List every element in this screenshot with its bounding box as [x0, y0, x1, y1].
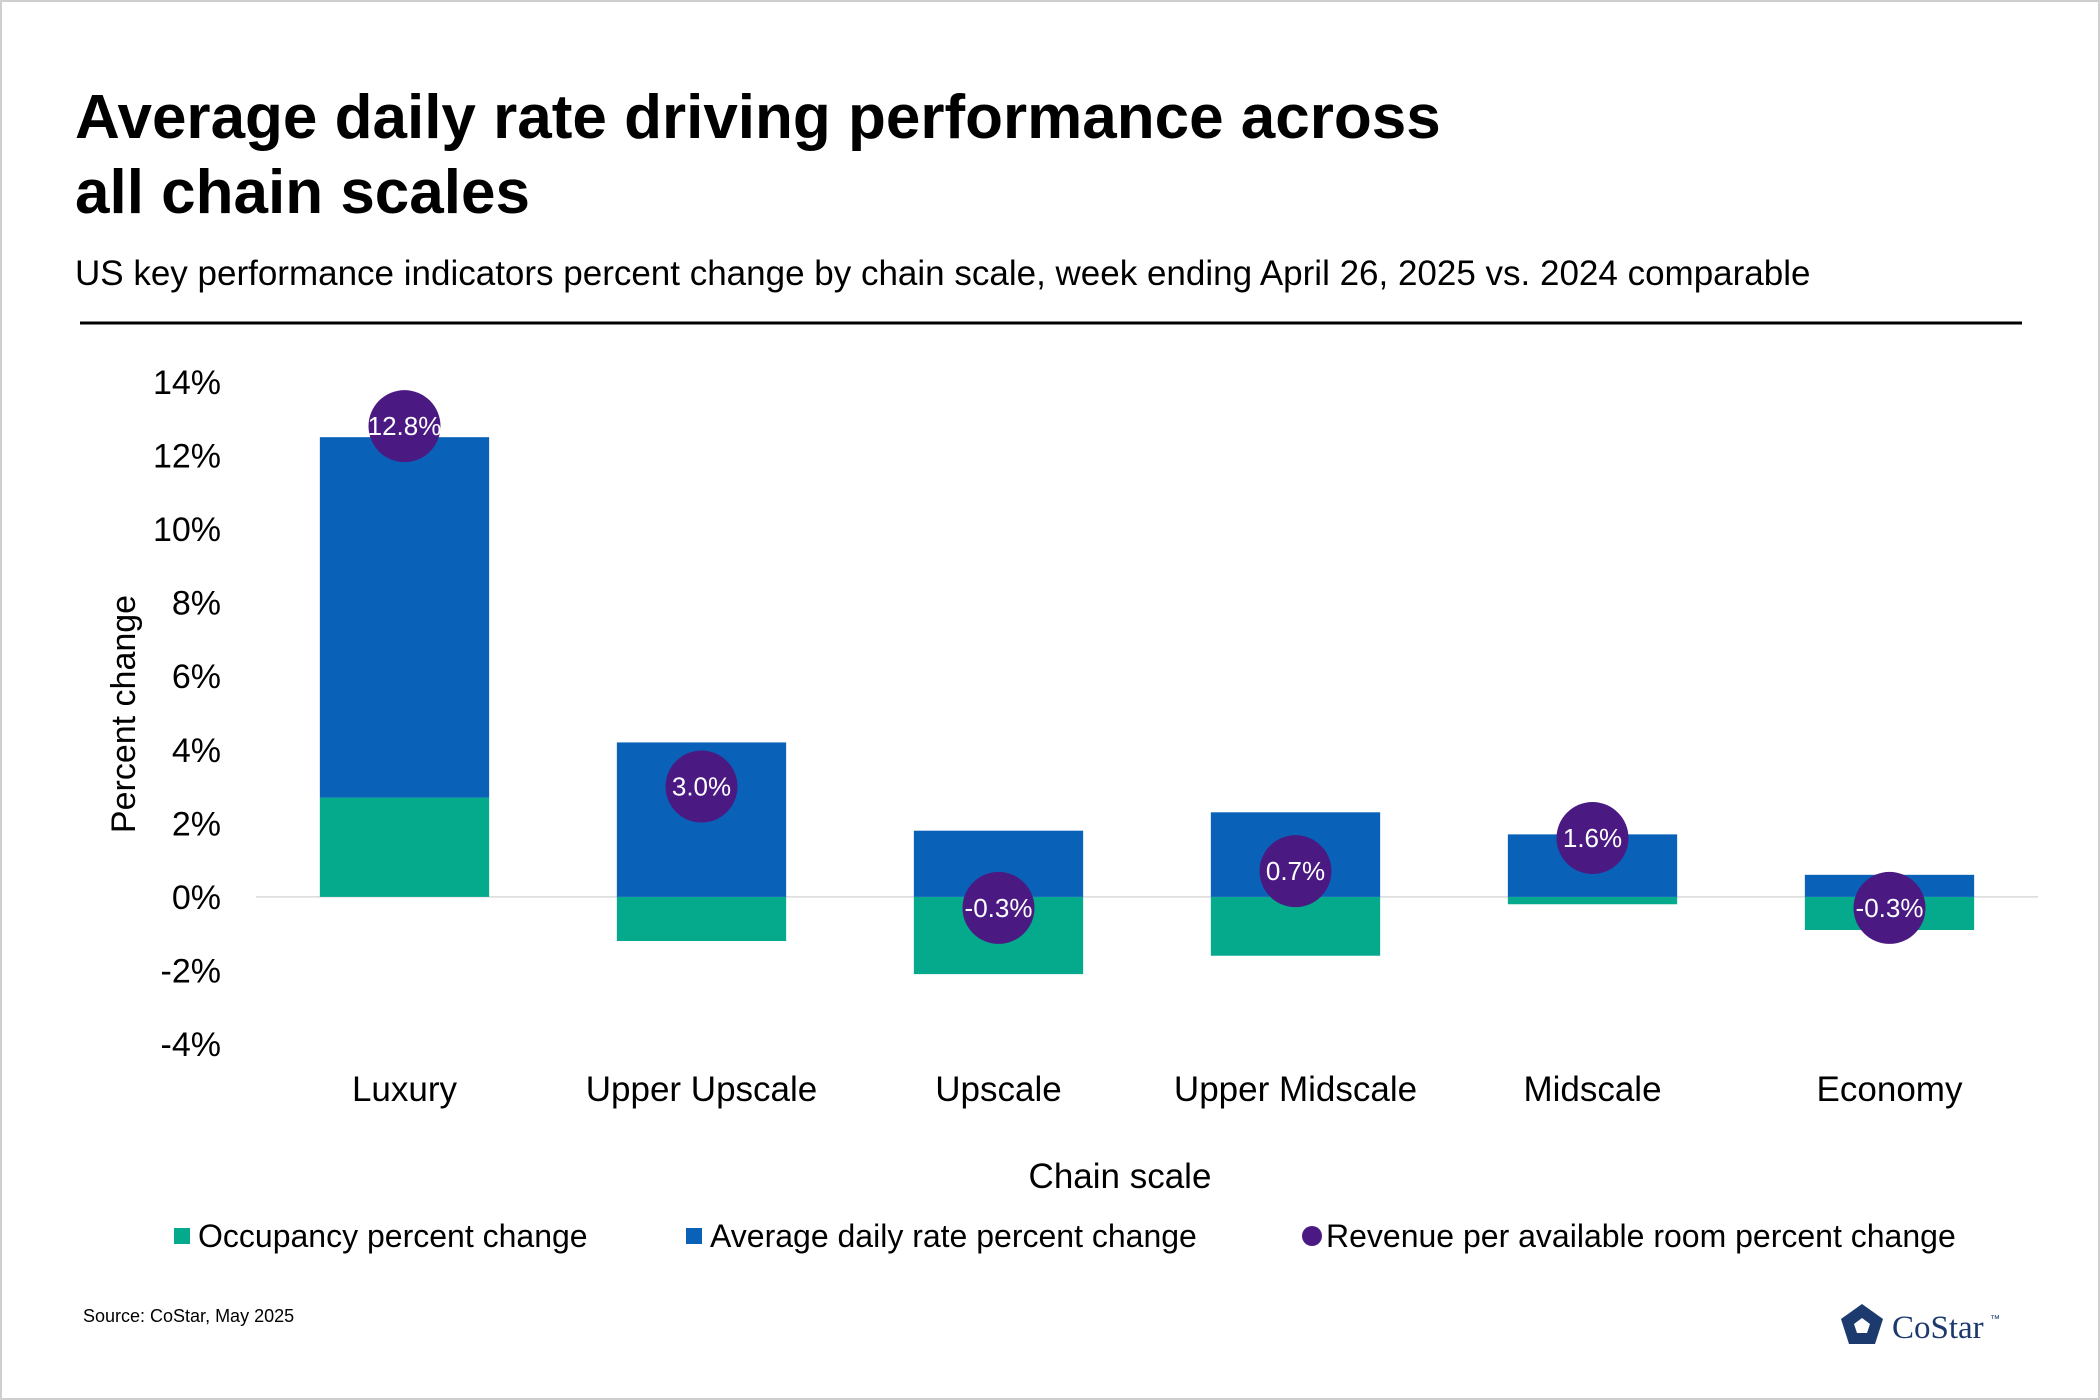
legend-swatch [174, 1228, 190, 1244]
revpar-dot [1853, 871, 1926, 944]
y-tick-label: -2% [161, 952, 221, 990]
revpar-dot [368, 390, 441, 463]
logo-trademark: ™ [1990, 1314, 2000, 1325]
data-label: 3.0% [672, 772, 731, 802]
data-label: 12.8% [368, 411, 442, 441]
bar-segment [319, 437, 490, 798]
y-tick-label: 6% [172, 658, 221, 696]
legend-swatch [686, 1228, 702, 1244]
revpar-dot [1259, 835, 1332, 908]
data-label: -0.3% [965, 893, 1033, 923]
x-tick-label: Upper Upscale [586, 1070, 818, 1109]
revpar-dot [1556, 802, 1629, 875]
x-axis-title: Chain scale [1029, 1157, 1212, 1196]
legend-label: Average daily rate percent change [710, 1218, 1197, 1254]
y-tick-label: 14% [153, 364, 221, 402]
x-tick-label: Upscale [935, 1070, 1061, 1109]
legend-label: Revenue per available room percent chang… [1326, 1218, 1956, 1254]
chart-title: Average daily rate driving performance a… [75, 83, 1441, 152]
bar-segment [1507, 896, 1678, 905]
x-tick-label: Upper Midscale [1174, 1070, 1417, 1109]
chart-subtitle: US key performance indicators percent ch… [75, 254, 1810, 293]
x-tick-label: Luxury [352, 1070, 458, 1109]
data-label: -0.3% [1856, 893, 1924, 923]
source-note: Source: CoStar, May 2025 [83, 1306, 294, 1326]
bar-segment [319, 797, 490, 897]
bar-segment [616, 896, 787, 942]
data-label: 1.6% [1563, 823, 1622, 853]
legend-label: Occupancy percent change [198, 1218, 588, 1254]
y-tick-label: 4% [172, 732, 221, 770]
y-tick-label: 10% [153, 511, 221, 549]
logo-icon [1841, 1304, 1883, 1344]
y-tick-label: -4% [161, 1026, 221, 1064]
y-tick-label: 8% [172, 585, 221, 623]
y-tick-label: 0% [172, 879, 221, 917]
y-axis-title: Percent change [105, 595, 143, 833]
y-tick-label: 2% [172, 805, 221, 843]
revpar-dot [665, 750, 738, 823]
chart-title: all chain scales [75, 158, 530, 227]
x-tick-label: Midscale [1523, 1070, 1661, 1109]
logo-text: CoStar [1892, 1310, 1984, 1346]
data-label: 0.7% [1266, 856, 1325, 886]
legend-swatch [1302, 1226, 1322, 1246]
revpar-dot [962, 871, 1035, 944]
x-tick-label: Economy [1817, 1070, 1963, 1109]
y-tick-label: 12% [153, 438, 221, 476]
